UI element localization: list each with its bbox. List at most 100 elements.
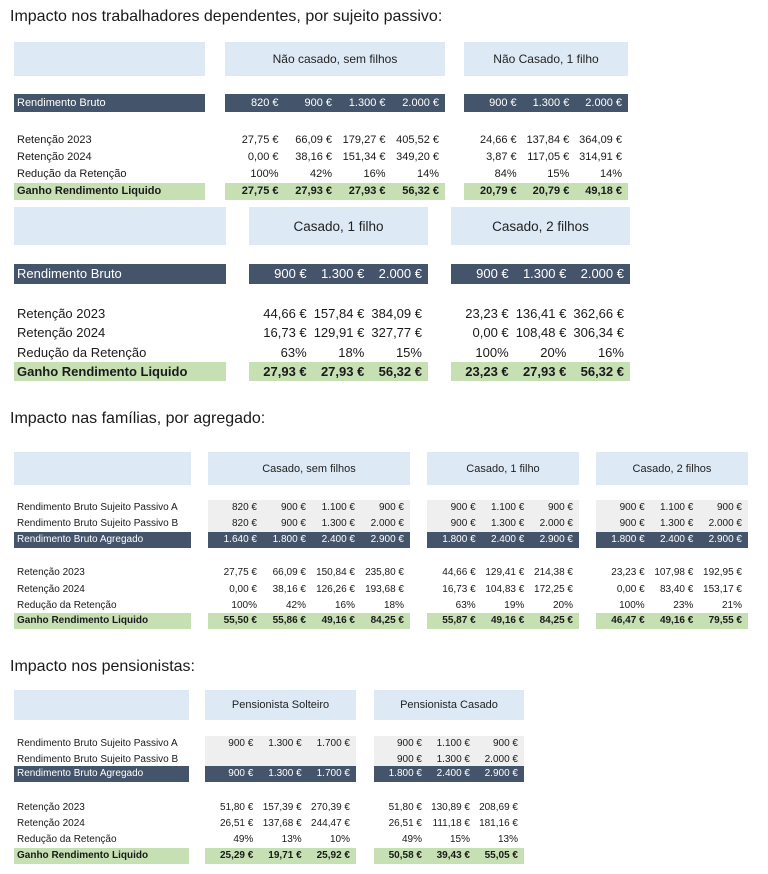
- cell-value: 153,17 €: [703, 584, 742, 595]
- cell-value: 270,39 €: [311, 802, 350, 813]
- column-group-header: Pensionista Casado: [374, 690, 524, 720]
- cell-value: 384,09 €: [371, 306, 422, 321]
- cell-value: 100%: [231, 600, 257, 611]
- cell-value: 50,58 €: [388, 850, 422, 861]
- table-row-bg: [208, 500, 410, 516]
- cell-value: 327,77 €: [371, 325, 422, 340]
- total-row-bg: [374, 766, 524, 782]
- highlight-row-bg: [451, 362, 630, 381]
- cell-value: 63%: [455, 600, 476, 611]
- cell-value: 314,91 €: [579, 151, 622, 163]
- row-label: Redução da Retenção: [17, 834, 117, 845]
- highlight-row-bg: [374, 848, 524, 864]
- cell-value: 42%: [309, 168, 332, 180]
- highlight-row-bg: [249, 362, 428, 381]
- row-label: Rendimento Bruto: [17, 266, 122, 281]
- cell-value: 900 €: [450, 502, 476, 513]
- row-label: Retenção 2024: [17, 584, 85, 595]
- cell-value: 63%: [280, 345, 307, 360]
- cell-value: 55,87 €: [442, 615, 476, 626]
- cell-value: 1.100 €: [659, 502, 694, 513]
- cell-value: 1.800 €: [272, 534, 306, 545]
- row-label: Retenção 2023: [17, 802, 85, 813]
- cell-value: 27,93 €: [263, 364, 307, 379]
- cell-value: 900 €: [396, 754, 422, 765]
- cell-value: 27,93 €: [522, 364, 567, 379]
- cell-value: 900 €: [619, 518, 645, 529]
- cell-value: 1.300 €: [320, 266, 365, 281]
- cell-value: 16%: [334, 600, 355, 611]
- cell-value: 2.900 €: [539, 534, 573, 545]
- row-label: Redução da Retenção: [17, 345, 147, 360]
- cell-value: 1.300 €: [348, 97, 386, 109]
- cell-value: 2.000 €: [539, 518, 573, 529]
- cell-value: 49,16 €: [490, 615, 525, 626]
- cell-value: 111,18 €: [432, 818, 470, 829]
- section-title: Impacto nas famílias, por agregado:: [10, 410, 266, 427]
- cell-value: 2.000 €: [378, 266, 422, 281]
- cell-value: 2.900 €: [484, 768, 518, 779]
- cell-value: 2.400 €: [490, 534, 525, 545]
- cell-value: 49,16 €: [659, 615, 694, 626]
- cell-value: 13%: [281, 834, 302, 845]
- cell-value: 2.000 €: [402, 97, 439, 109]
- cell-value: 1.700 €: [316, 768, 350, 779]
- cell-value: 900 €: [619, 502, 645, 513]
- cell-value: 1.300 €: [268, 768, 302, 779]
- cell-value: 126,26 €: [316, 584, 355, 595]
- cell-value: 137,84 €: [526, 134, 570, 146]
- cell-value: 16%: [597, 345, 624, 360]
- cell-value: 900 €: [228, 738, 254, 749]
- cell-value: 2.400 €: [436, 768, 470, 779]
- cell-value: 0,00 €: [472, 325, 509, 340]
- cell-value: 56,32 €: [402, 185, 439, 197]
- cell-value: 51,80 €: [388, 802, 422, 813]
- highlight-row-label-bg: [14, 362, 226, 381]
- cell-value: 900 €: [274, 266, 307, 281]
- row-label: Retenção 2024: [17, 325, 106, 340]
- cell-value: 1.700 €: [316, 738, 350, 749]
- cell-value: 1.300 €: [532, 97, 570, 109]
- cell-value: 192,95 €: [703, 567, 742, 578]
- highlight-row-bg: [205, 848, 356, 864]
- cell-value: 26,51 €: [219, 818, 254, 829]
- row-label: Rendimento Bruto Sujeito Passivo B: [17, 754, 179, 765]
- cell-value: 150,84 €: [316, 567, 355, 578]
- cell-value: 14%: [599, 168, 622, 180]
- row-label: Ganho Rendimento Liquido: [17, 615, 149, 626]
- cell-value: 108,48 €: [515, 325, 567, 340]
- total-row-bg: [249, 264, 428, 284]
- cell-value: 214,38 €: [534, 567, 573, 578]
- cell-value: 130,89 €: [431, 802, 470, 813]
- cell-value: 25,29 €: [219, 850, 254, 861]
- cell-value: 820 €: [231, 502, 257, 513]
- highlight-row-label-bg: [14, 848, 189, 864]
- row-label-header: [14, 690, 189, 720]
- row-label: Rendimento Bruto: [17, 97, 106, 109]
- cell-value: 15%: [547, 168, 570, 180]
- cell-value: 900 €: [489, 97, 517, 109]
- column-group-header: Casado, sem filhos: [208, 452, 410, 485]
- cell-value: 208,69 €: [479, 802, 518, 813]
- cell-value: 79,55 €: [708, 615, 742, 626]
- cell-value: 56,32 €: [378, 364, 422, 379]
- cell-value: 1.300 €: [268, 738, 302, 749]
- row-label: Rendimento Bruto Sujeito Passivo A: [17, 738, 178, 749]
- cell-value: 900 €: [476, 266, 509, 281]
- cell-value: 2.000 €: [580, 266, 624, 281]
- cell-value: 24,66 €: [479, 134, 517, 146]
- cell-value: 84,25 €: [539, 615, 573, 626]
- cell-value: 129,41 €: [485, 567, 525, 578]
- cell-value: 1.100 €: [490, 502, 525, 513]
- section-title: Impacto nos pensionistas:: [10, 658, 195, 675]
- cell-value: 900 €: [280, 502, 306, 513]
- cell-value: 55,05 €: [484, 850, 518, 861]
- cell-value: 21%: [721, 600, 742, 611]
- cell-value: 136,41 €: [515, 306, 567, 321]
- cell-value: 27,93 €: [295, 185, 332, 197]
- cell-value: 84,25 €: [370, 615, 404, 626]
- total-row-bg: [596, 532, 748, 548]
- highlight-row-label-bg: [14, 613, 191, 629]
- cell-value: 235,80 €: [365, 567, 404, 578]
